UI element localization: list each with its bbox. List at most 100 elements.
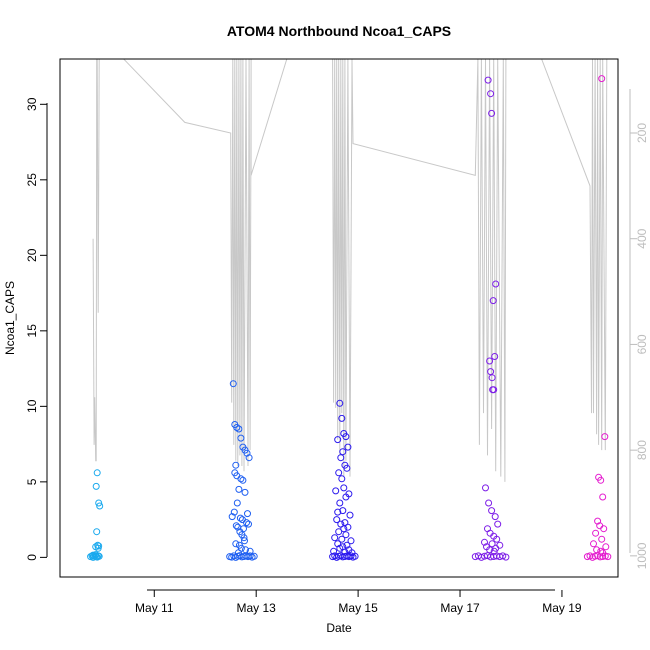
data-point bbox=[336, 499, 344, 507]
data-point bbox=[246, 547, 254, 555]
data-point bbox=[330, 547, 338, 555]
data-point bbox=[340, 484, 348, 492]
data-point bbox=[245, 454, 253, 462]
data-point bbox=[337, 454, 345, 462]
x-tick-label: May 17 bbox=[440, 601, 480, 615]
data-point bbox=[488, 374, 496, 382]
data-point bbox=[593, 546, 601, 554]
data-point bbox=[490, 547, 498, 555]
data-point bbox=[335, 469, 343, 477]
data-point bbox=[489, 297, 497, 305]
y-tick-label: 15 bbox=[25, 324, 39, 338]
data-point bbox=[343, 541, 351, 549]
data-point bbox=[233, 424, 241, 431]
y2-tick-label: 400 bbox=[635, 228, 649, 248]
data-point bbox=[481, 538, 488, 546]
data-point bbox=[492, 280, 500, 288]
data-point bbox=[600, 525, 608, 533]
x-axis: May 11 May 13 May 15 May 17 May 19 bbox=[135, 589, 582, 615]
depth-trace-line bbox=[92, 58, 609, 482]
data-point bbox=[243, 449, 251, 457]
data-point bbox=[92, 482, 100, 490]
data-point bbox=[339, 507, 347, 515]
data-point bbox=[487, 90, 495, 98]
data-point bbox=[499, 552, 507, 560]
data-point bbox=[338, 414, 346, 422]
y-axis-right: 200 400 600 800 1000 bbox=[629, 89, 649, 569]
data-point bbox=[89, 551, 97, 559]
data-point bbox=[488, 109, 496, 117]
y2-tick-label: 800 bbox=[635, 440, 649, 460]
chart-title: ATOM4 Northbound Ncoa1_CAPS bbox=[227, 23, 451, 39]
data-point bbox=[232, 540, 240, 548]
data-point bbox=[336, 399, 344, 407]
data-point bbox=[484, 525, 491, 533]
data-points-layer bbox=[87, 75, 612, 561]
x-tick-label: May 11 bbox=[135, 601, 174, 615]
data-point bbox=[235, 485, 243, 493]
data-point bbox=[590, 540, 597, 548]
data-point bbox=[236, 514, 244, 522]
data-point bbox=[237, 434, 245, 442]
data-point bbox=[488, 507, 496, 515]
data-point bbox=[92, 551, 100, 559]
data-point bbox=[331, 534, 339, 542]
data-point bbox=[477, 553, 485, 561]
y2-tick-label: 600 bbox=[635, 334, 649, 354]
data-point bbox=[604, 553, 612, 561]
data-point bbox=[346, 511, 354, 519]
data-point bbox=[233, 499, 241, 507]
data-point bbox=[598, 75, 606, 83]
y-axis-label: Ncoa1_CAPS bbox=[3, 281, 17, 355]
data-point bbox=[334, 436, 342, 444]
data-point bbox=[348, 549, 356, 557]
data-point bbox=[230, 508, 238, 516]
data-point bbox=[342, 493, 350, 501]
data-point bbox=[338, 535, 346, 543]
data-point bbox=[95, 542, 103, 550]
data-point bbox=[234, 549, 242, 557]
plot-frame bbox=[59, 58, 619, 578]
data-point bbox=[93, 528, 101, 536]
x-tick-label: May 19 bbox=[542, 601, 582, 615]
data-point bbox=[333, 516, 341, 524]
data-point bbox=[486, 546, 494, 554]
data-point bbox=[599, 493, 607, 501]
data-point bbox=[229, 380, 237, 388]
data-point bbox=[240, 534, 248, 542]
data-point bbox=[602, 543, 610, 551]
data-point bbox=[597, 476, 605, 484]
data-point bbox=[240, 525, 247, 533]
data-point bbox=[95, 499, 103, 507]
data-point bbox=[241, 537, 248, 545]
y2-tick-label: 1000 bbox=[635, 542, 649, 569]
data-point bbox=[484, 76, 492, 84]
data-point bbox=[592, 529, 600, 537]
data-point bbox=[496, 541, 504, 549]
y-tick-label: 5 bbox=[25, 478, 39, 485]
data-point bbox=[344, 443, 352, 451]
y-tick-label: 0 bbox=[25, 554, 39, 561]
data-point bbox=[485, 499, 493, 507]
data-point bbox=[334, 508, 342, 516]
data-point bbox=[601, 433, 609, 441]
data-point bbox=[334, 540, 342, 548]
data-point bbox=[491, 353, 499, 360]
data-point bbox=[339, 448, 347, 456]
data-point bbox=[344, 523, 352, 531]
y-tick-label: 30 bbox=[25, 97, 39, 111]
data-point bbox=[491, 513, 499, 521]
data-point bbox=[239, 476, 247, 484]
data-point bbox=[228, 513, 236, 521]
data-point bbox=[494, 520, 502, 528]
data-point bbox=[250, 552, 258, 560]
x-tick-label: May 15 bbox=[338, 601, 378, 615]
y-axis-left: 0 5 10 15 20 25 30 bbox=[25, 97, 48, 561]
x-tick-label: May 13 bbox=[237, 601, 277, 615]
data-point bbox=[244, 510, 251, 518]
data-point bbox=[487, 368, 495, 376]
x-axis-label: Date bbox=[326, 621, 352, 635]
data-point bbox=[96, 502, 104, 510]
data-point bbox=[92, 543, 100, 551]
